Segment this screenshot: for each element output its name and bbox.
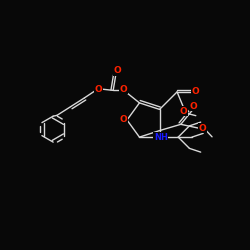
Text: O: O (190, 102, 197, 110)
Text: O: O (192, 88, 199, 96)
Text: O: O (120, 116, 127, 124)
Text: O: O (94, 85, 102, 94)
Text: O: O (180, 107, 187, 116)
Text: O: O (119, 85, 127, 94)
Text: NH: NH (154, 132, 168, 141)
Text: O: O (199, 124, 207, 132)
Text: O: O (113, 66, 121, 76)
